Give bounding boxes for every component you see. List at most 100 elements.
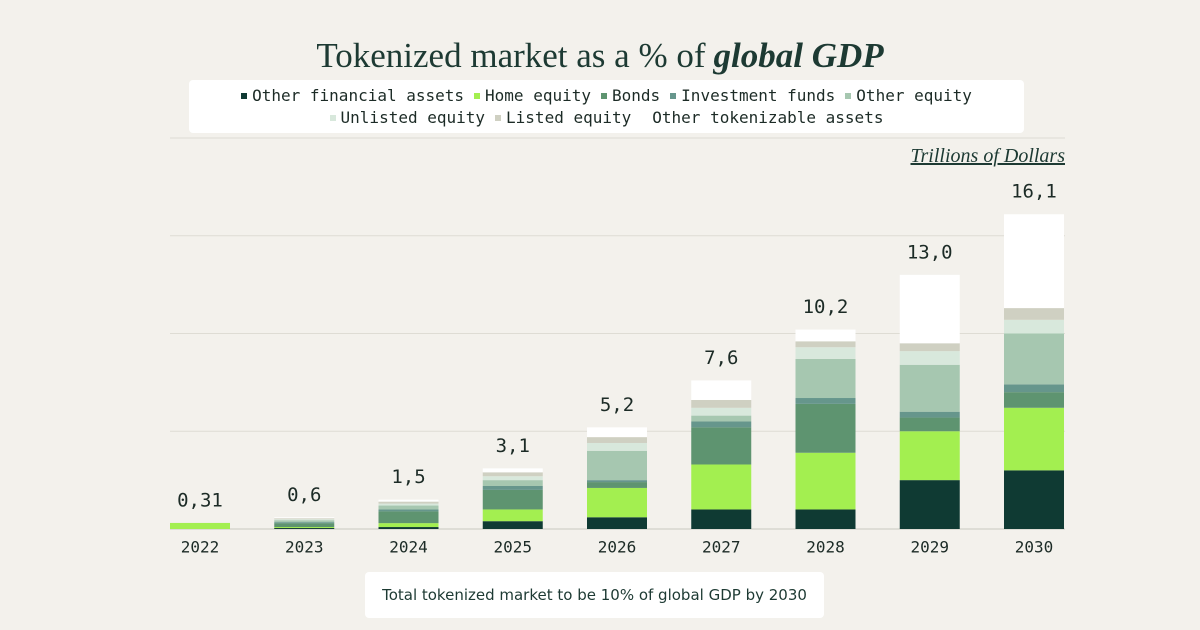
total-label: 10,2 [803,296,849,318]
bar-segment [482,485,543,490]
legend-swatch [670,92,677,99]
unit-label: Trillions of Dollars [910,145,1066,167]
legend: Other financial assets Home equity Bonds In… [189,80,1024,133]
bar-segment [1004,308,1064,320]
bar-segment [899,417,960,432]
bar-segment [378,527,439,529]
bar-segment [482,480,543,486]
x-tick-label: 2024 [389,538,428,557]
legend-item: Listed equity [495,108,631,127]
legend-item: Unlisted equity [329,108,486,127]
bar-segment [1004,384,1064,393]
bar-segment [587,442,647,451]
bar-segment [1004,319,1064,334]
annotation: Total tokenized market to be 10% of glob… [365,572,824,618]
legend-label: Home equity [485,86,591,105]
bar-segment [795,398,856,404]
bar-segment [378,509,439,512]
total-label: 3,1 [496,435,530,457]
bar-segment [691,399,752,408]
bar-segment [795,403,856,453]
bar-segment [795,358,856,399]
title-emphasis: global GDP [713,36,884,75]
bar-segment [899,480,960,529]
bar-segment [795,329,856,342]
x-tick-label: 2028 [806,538,845,557]
legend-label: Bonds [612,86,661,105]
total-label: 0,31 [177,489,223,511]
legend-item: Other tokenizable assets [641,108,883,127]
bar-segment [899,431,960,481]
bar-segment [378,501,439,504]
legend-item: Bonds [601,86,660,105]
legend-item: Other equity [845,86,972,105]
chart-title: Tokenized market as a % of global GDP [0,36,1200,76]
bar-segment [378,499,439,502]
bar-segment [1004,392,1064,408]
bar-segment [691,509,752,529]
total-label: 0,6 [287,484,321,506]
bar-segment [482,468,543,473]
bar-segment [691,407,752,416]
bar-segment [274,523,335,528]
legend-label: Other equity [856,86,972,105]
total-label: 13,0 [907,241,953,263]
legend-label: Investment funds [681,86,836,105]
bar-segment [587,437,647,443]
bar-segment [274,528,335,529]
legend-swatch [641,114,648,121]
bar-segment [482,509,543,522]
bar-segment [587,427,647,438]
bar-segment [378,523,439,528]
bar-segment [899,343,960,352]
total-label: 1,5 [391,466,425,488]
x-tick-label: 2030 [1015,538,1054,557]
bar-segment [691,427,752,465]
x-tick-label: 2025 [493,538,532,557]
bar-segment [587,480,647,483]
bar-segment [691,421,752,428]
bar-segment [378,511,439,524]
bar-segment [274,518,335,520]
bar-segment [795,509,856,529]
x-tick-label: 2023 [285,538,324,557]
bar-segment [274,522,335,524]
bar-segment [795,452,856,510]
bar-segment [795,341,856,348]
legend-label: Other tokenizable assets [652,108,884,127]
bar-segment [1004,407,1064,471]
legend-item: Home equity [474,86,591,105]
total-label: 16,1 [1011,181,1057,203]
bar-segment [482,476,543,481]
bar-segment [1004,333,1064,385]
legend-swatch [329,114,336,121]
bar-segment [587,482,647,488]
bar-segment [899,411,960,418]
bar-segment [795,347,856,359]
legend-label: Unlisted equity [340,108,486,127]
bar-segment [482,521,543,529]
bar-segment [482,489,543,510]
legend-item: Investment funds [670,86,835,105]
bar-segment [691,415,752,422]
bar-segment [899,274,960,344]
bar-segment [274,520,335,523]
bar-segment [899,364,960,412]
bar-segment [899,351,960,365]
legend-label: Other financial assets [252,86,465,105]
x-tick-label: 2022 [181,538,220,557]
bar-segment [587,517,647,529]
bar-segment [691,464,752,510]
title-text: Tokenized market as a % of [316,36,706,75]
bar-segment [587,487,647,518]
legend-swatch [845,92,852,99]
x-tick-label: 2029 [910,538,949,557]
legend-swatch [474,92,481,99]
x-tick-label: 2026 [598,538,637,557]
legend-item: Other financial assets [241,86,464,105]
x-tick-label: 2027 [702,538,741,557]
total-label: 5,2 [600,394,634,416]
total-label: 7,6 [704,347,738,369]
